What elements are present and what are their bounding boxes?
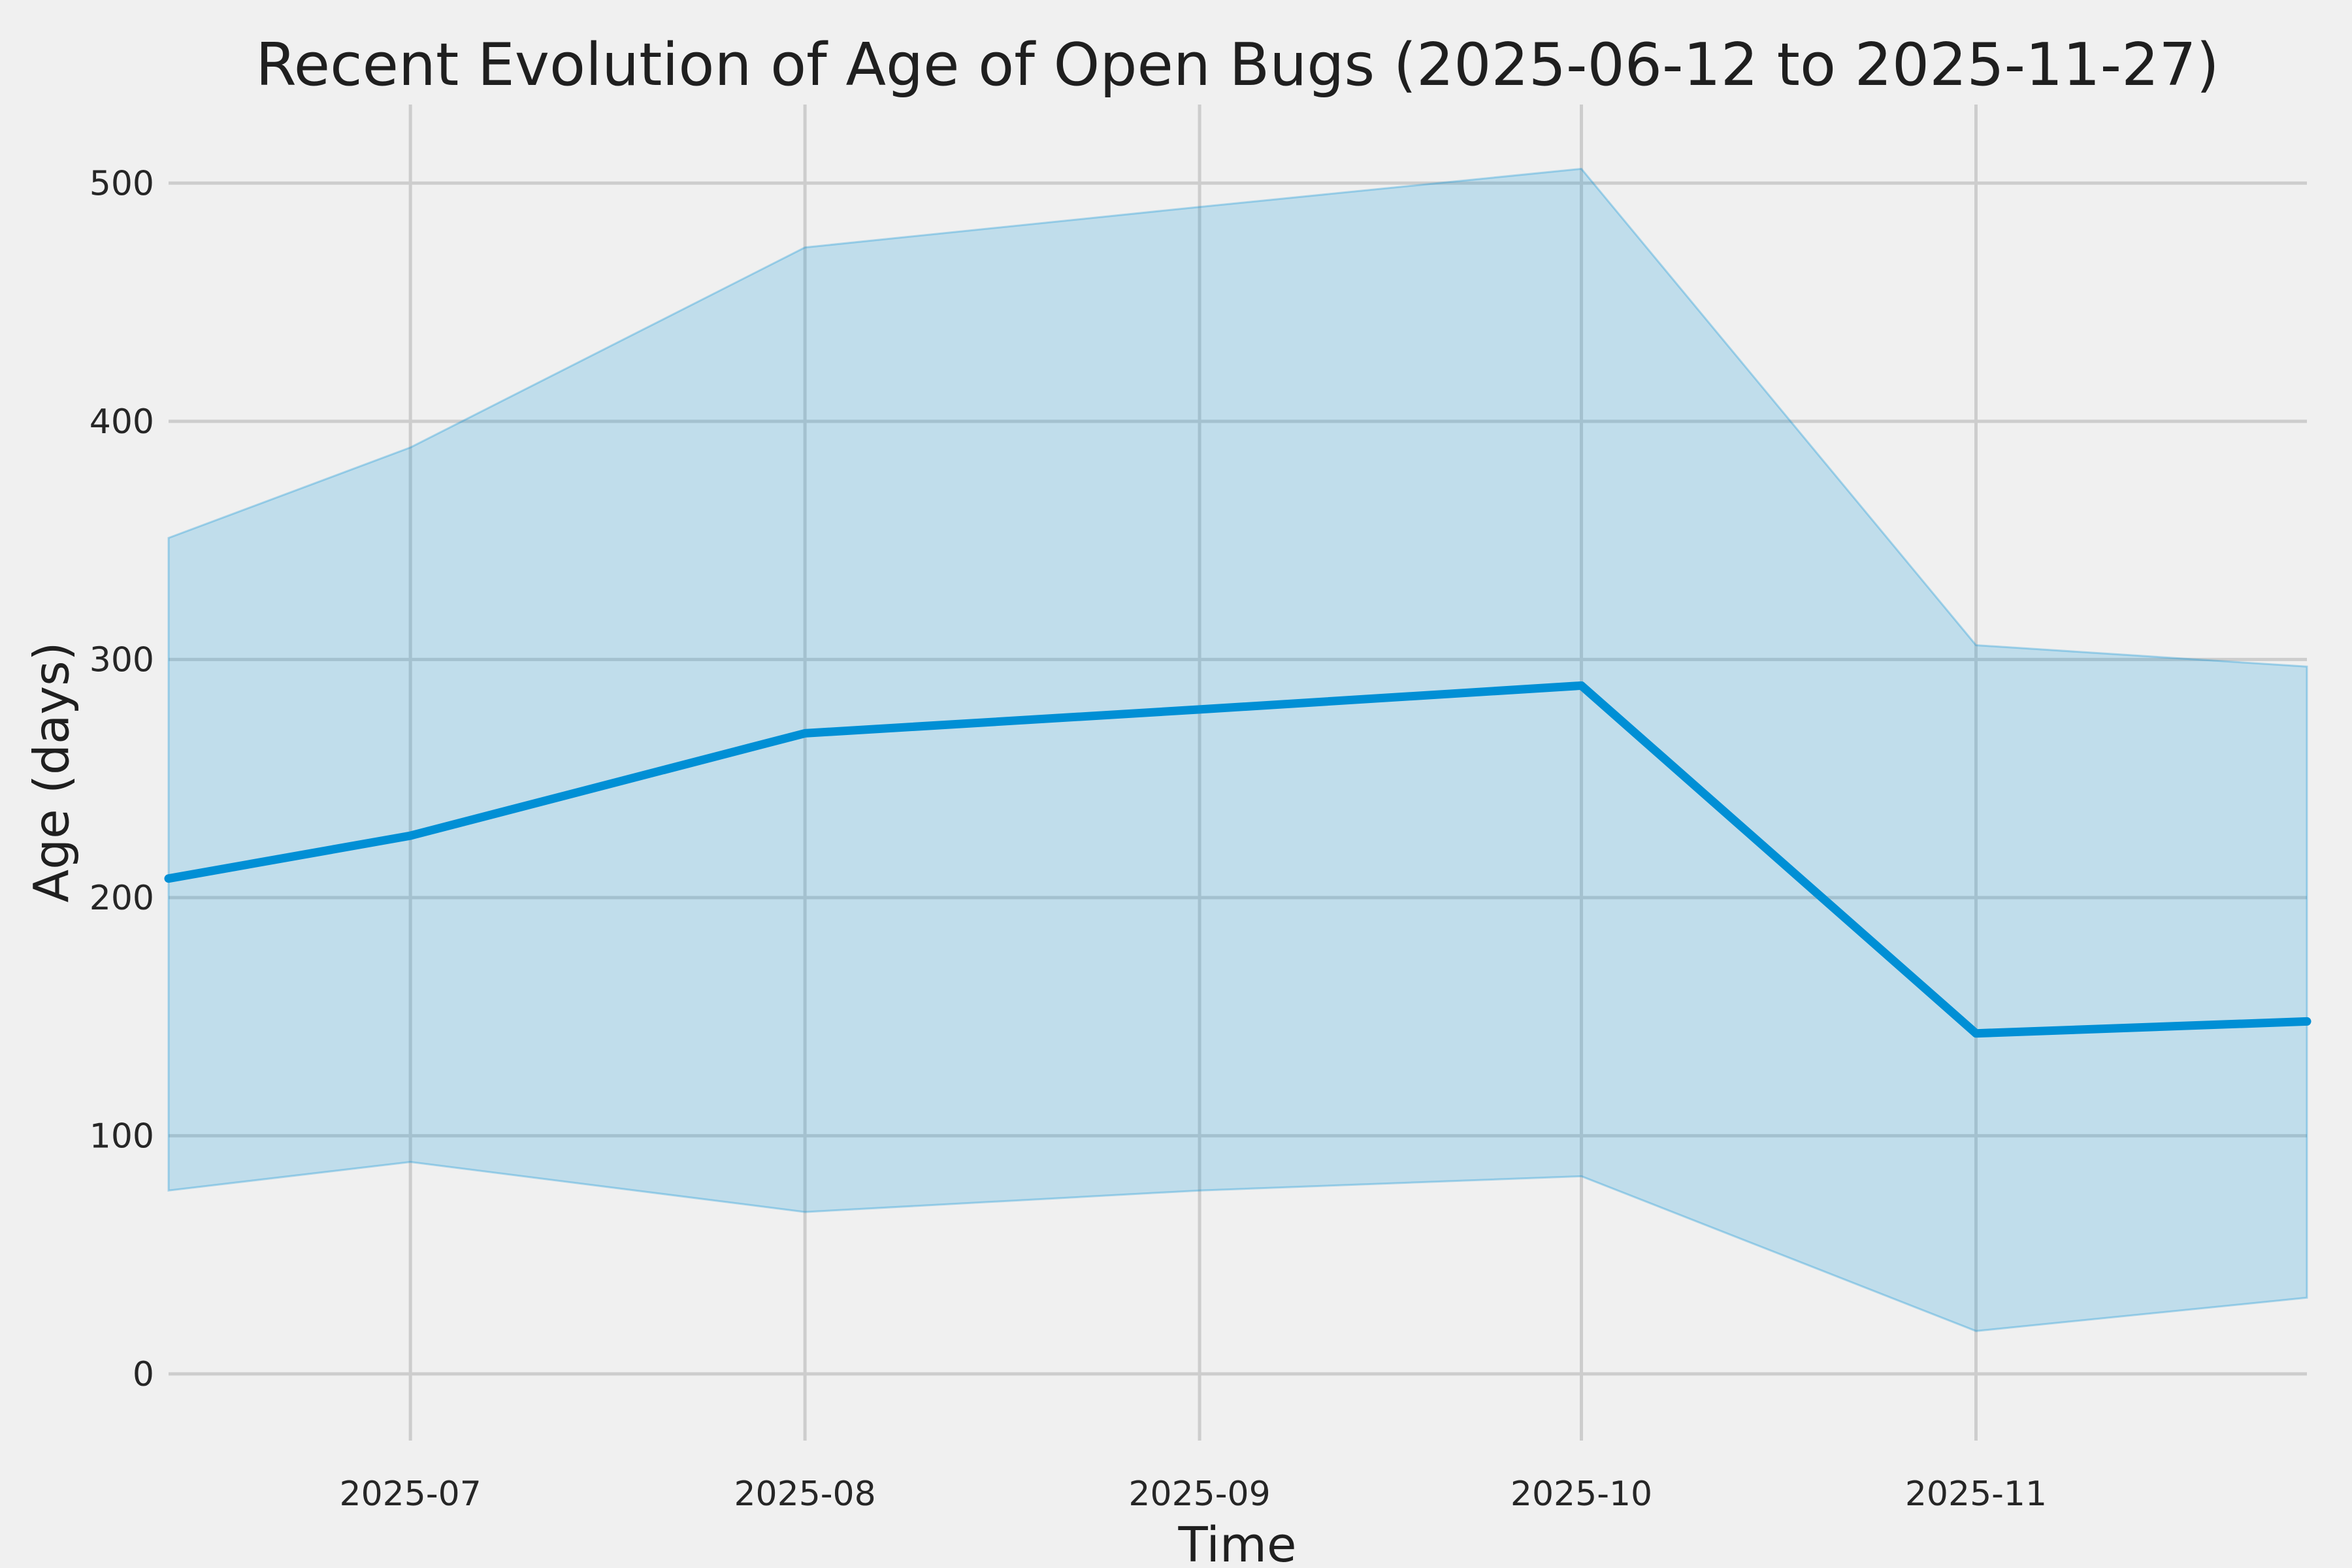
x-tick-label: 2025-07 [340, 1475, 482, 1514]
y-tick-label: 500 [90, 164, 154, 203]
y-tick-label: 100 [90, 1117, 154, 1156]
x-tick-label: 2025-09 [1128, 1475, 1270, 1514]
y-axis-label: Age (days) [24, 642, 80, 902]
y-tick-labels: 0 100 200 300 400 500 [90, 164, 154, 1394]
grid-layer [169, 105, 2307, 1441]
x-tick-labels: 2025-07 2025-08 2025-09 2025-10 2025-11 [340, 1475, 2048, 1514]
x-tick-label: 2025-11 [1905, 1475, 2047, 1514]
x-tick-label: 2025-10 [1511, 1475, 1652, 1514]
y-tick-label: 0 [133, 1355, 154, 1394]
x-axis-label: Time [1177, 1517, 1296, 1568]
mean-age-line [164, 681, 2311, 1038]
chart-title: Recent Evolution of Age of Open Bugs (20… [255, 31, 2219, 99]
x-tick-label: 2025-08 [734, 1475, 875, 1514]
y-tick-label: 300 [90, 640, 154, 679]
y-tick-label: 400 [90, 402, 154, 442]
confidence-band-area [167, 167, 2308, 1332]
y-tick-label: 200 [90, 879, 154, 918]
